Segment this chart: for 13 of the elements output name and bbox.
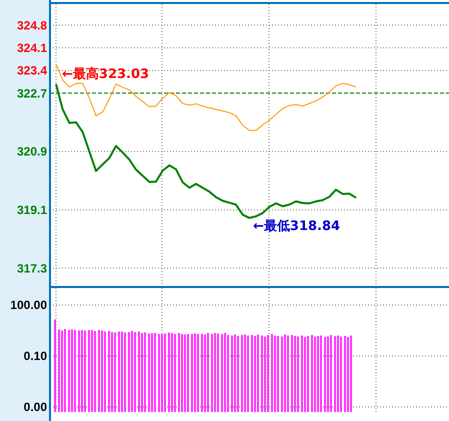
y-tick-label: 319.1: [16, 203, 48, 218]
y-tick-label: 323.4: [16, 64, 48, 78]
annotation: ←最低318.84: [253, 219, 340, 234]
y-tick-label: 320.9: [16, 144, 48, 159]
y-tick-label: 0.00: [24, 400, 48, 414]
y-tick-label: 0.10: [24, 349, 48, 364]
y-tick-label: 324.8: [16, 18, 48, 32]
annotation: ←最高323.03: [62, 66, 150, 82]
y-tick-label: 322.7: [16, 86, 48, 100]
y-tick-label: 324.1: [16, 40, 48, 55]
y-tick-label: 100.00: [10, 298, 48, 312]
line-series: [56, 63, 356, 131]
y-tick-label: 317.3: [16, 261, 48, 276]
